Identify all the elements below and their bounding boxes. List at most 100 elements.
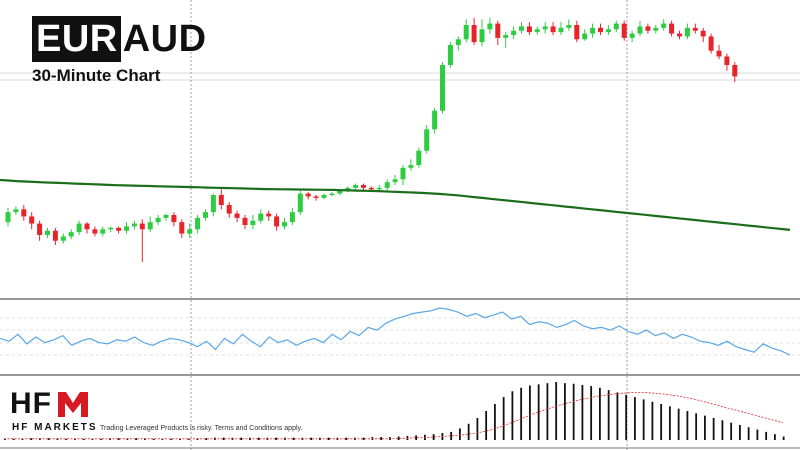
histogram-bar	[161, 438, 164, 440]
histogram-bar	[135, 438, 138, 440]
histogram-bar	[240, 437, 243, 440]
candle-body	[139, 223, 145, 230]
candle-body	[700, 30, 706, 37]
candle-body	[629, 33, 635, 38]
histogram-bar	[74, 438, 76, 440]
candle-body	[116, 227, 122, 231]
histogram-bar	[774, 434, 776, 440]
candle-body	[68, 232, 74, 237]
candle-body	[210, 195, 216, 213]
histogram-bar	[380, 437, 383, 440]
histogram-bar	[100, 438, 103, 440]
histogram-bar	[590, 386, 593, 440]
candle-body	[384, 182, 390, 188]
histogram-bar	[669, 406, 671, 440]
histogram-bar	[82, 438, 85, 440]
histogram-bar	[607, 390, 610, 440]
candle-body	[234, 213, 240, 218]
histogram-bar	[660, 404, 663, 440]
histogram-bar	[310, 437, 313, 440]
candle-body	[155, 217, 161, 223]
brand-logo: HF	[10, 388, 90, 420]
candle-body	[392, 179, 398, 183]
candle-body	[732, 65, 738, 77]
histogram-bar	[747, 427, 750, 440]
candle-body	[605, 29, 611, 33]
candle-body	[582, 33, 588, 40]
candle-body	[321, 195, 327, 198]
histogram-bar	[494, 404, 496, 440]
candle-body	[653, 27, 659, 31]
histogram-bar	[634, 397, 636, 440]
histogram-bar	[257, 437, 260, 440]
histogram-bar	[511, 391, 514, 440]
candle-body	[52, 230, 58, 241]
chart-subtitle: 30-Minute Chart	[32, 66, 161, 85]
histogram-bar	[642, 399, 645, 440]
candle-body	[297, 193, 303, 213]
candle-body	[124, 226, 129, 231]
candle-body	[76, 223, 82, 233]
candle-body	[92, 229, 98, 234]
histogram-bar	[782, 436, 785, 440]
histogram-bar	[397, 436, 400, 440]
histogram-bar	[415, 435, 418, 440]
histogram-bar	[765, 431, 768, 440]
histogram-bar	[4, 438, 6, 440]
candle-body	[282, 222, 287, 227]
histogram-bar	[30, 438, 33, 440]
candle-body	[45, 230, 50, 235]
histogram-bar	[686, 411, 689, 440]
histogram-bar	[651, 401, 654, 440]
histogram-bar	[677, 408, 680, 440]
candle-body	[613, 23, 619, 30]
histogram-bar	[459, 428, 461, 440]
candle-body	[455, 39, 461, 45]
histogram-bar	[756, 429, 759, 440]
signal-line	[4, 392, 783, 440]
candle-body	[677, 33, 682, 37]
candle-body	[258, 213, 264, 221]
risk-disclaimer: Trading Leveraged Products is risky. Ter…	[100, 425, 303, 432]
candle-body	[250, 220, 256, 225]
candle-body	[163, 215, 169, 218]
candle-body	[574, 25, 580, 40]
title-base-currency: EUR	[32, 16, 121, 62]
candle-body	[408, 165, 414, 168]
candle-body	[724, 56, 730, 65]
brand-subtitle: HF MARKETS	[12, 422, 98, 433]
candle-body	[203, 212, 208, 218]
candle-body	[621, 23, 627, 38]
histogram-bar	[520, 387, 523, 440]
candle-body	[495, 23, 501, 38]
candle-body	[21, 209, 27, 217]
moving-average-line	[0, 178, 791, 231]
candle-body	[669, 23, 675, 34]
candle-body	[266, 213, 272, 217]
histogram-bar	[345, 437, 348, 440]
candle-body	[598, 27, 603, 33]
candle-body	[84, 223, 90, 230]
histogram-bar	[502, 397, 505, 440]
candle-body	[376, 187, 382, 190]
candle-body	[29, 216, 35, 224]
candle-body	[329, 193, 335, 195]
candle-body	[37, 223, 43, 235]
histogram-bar	[432, 434, 435, 440]
candle-body	[60, 236, 66, 241]
histogram-bar	[152, 438, 155, 440]
histogram-bar	[275, 437, 278, 440]
histogram-bar	[721, 420, 724, 440]
candle-body	[274, 216, 280, 227]
candle-body	[187, 229, 193, 234]
candle-body	[566, 25, 572, 28]
histogram-bar	[695, 413, 698, 440]
histogram-bar	[739, 424, 741, 440]
candle-body	[684, 27, 690, 37]
candle-body	[519, 26, 524, 31]
candle-body	[361, 185, 366, 188]
candle-body	[13, 209, 19, 213]
candle-body	[692, 27, 698, 31]
candle-body	[400, 167, 406, 180]
